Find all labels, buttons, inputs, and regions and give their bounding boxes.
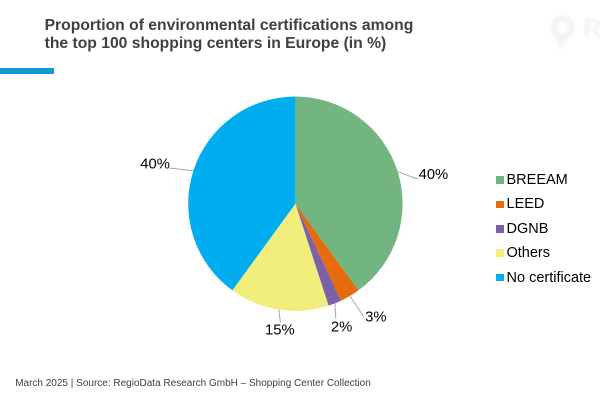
svg-text:2%: 2% — [331, 319, 352, 335]
svg-text:40%: 40% — [419, 167, 449, 183]
svg-text:Re: Re — [583, 13, 600, 43]
svg-text:15%: 15% — [265, 322, 295, 338]
svg-text:3%: 3% — [365, 309, 386, 325]
svg-text:40%: 40% — [140, 156, 170, 172]
